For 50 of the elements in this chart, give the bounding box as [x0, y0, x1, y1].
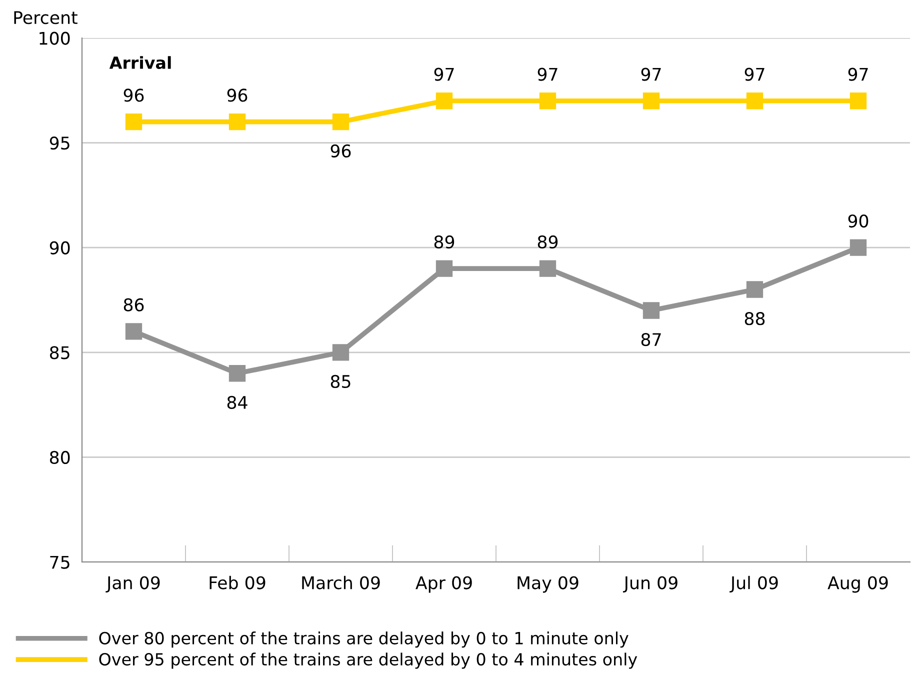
data-label: 87 [641, 333, 661, 346]
data-label: 88 [744, 312, 765, 326]
legend-label: Over 95 percent of the trains are delayed by 0 to 4 minutes only [99, 652, 638, 669]
data-label: 96 [227, 88, 248, 102]
x-tick-label: Feb 09 [210, 576, 266, 590]
y-tick-label: 100 [40, 32, 70, 45]
x-tick-label: Jan 09 [106, 576, 160, 593]
point [228, 114, 246, 130]
point [642, 302, 660, 319]
data-label: 86 [124, 298, 144, 312]
data-label: 97 [744, 68, 764, 81]
data-label: 96 [330, 144, 351, 158]
x-tick-label: Aug 09 [828, 576, 888, 593]
data-label: 90 [848, 214, 868, 228]
data-label: 97 [641, 68, 661, 81]
data-label: 84 [227, 396, 248, 410]
x-tick-label: Apr 09 [416, 576, 472, 593]
y-axis-title: Percent [14, 11, 78, 24]
point [436, 260, 453, 277]
point [228, 365, 246, 382]
y-tick-label: 85 [50, 346, 70, 360]
y-tick-label: 75 [50, 556, 70, 569]
annotation: Arrival [109, 56, 171, 70]
legend-label: Over 80 percent of the trains are delayed by 0 to 1 minute only [99, 632, 628, 648]
x-tick-label: March 09 [302, 576, 380, 590]
point [332, 344, 350, 361]
x-tick-label: May 09 [518, 576, 578, 593]
point [539, 260, 556, 277]
y-tick-label: 95 [50, 136, 70, 150]
point [850, 239, 867, 256]
data-label: 89 [434, 235, 454, 249]
data-label: 97 [848, 68, 868, 81]
point [746, 281, 764, 298]
point [332, 114, 350, 130]
data-label: 97 [434, 68, 454, 81]
point [539, 92, 556, 110]
data-label: 85 [330, 374, 350, 388]
x-tick-label: Jul 09 [730, 576, 778, 593]
point [746, 92, 764, 110]
x-tick-label: Jun 09 [622, 576, 678, 593]
data-label: 97 [538, 68, 558, 81]
data-label: 96 [124, 88, 144, 102]
y-tick-label: 90 [50, 241, 70, 254]
point [642, 92, 660, 110]
point [850, 92, 867, 110]
y-tick-label: 80 [50, 450, 70, 464]
point [436, 92, 453, 110]
data-label: 89 [538, 235, 558, 249]
point [125, 114, 142, 130]
point [125, 323, 142, 340]
